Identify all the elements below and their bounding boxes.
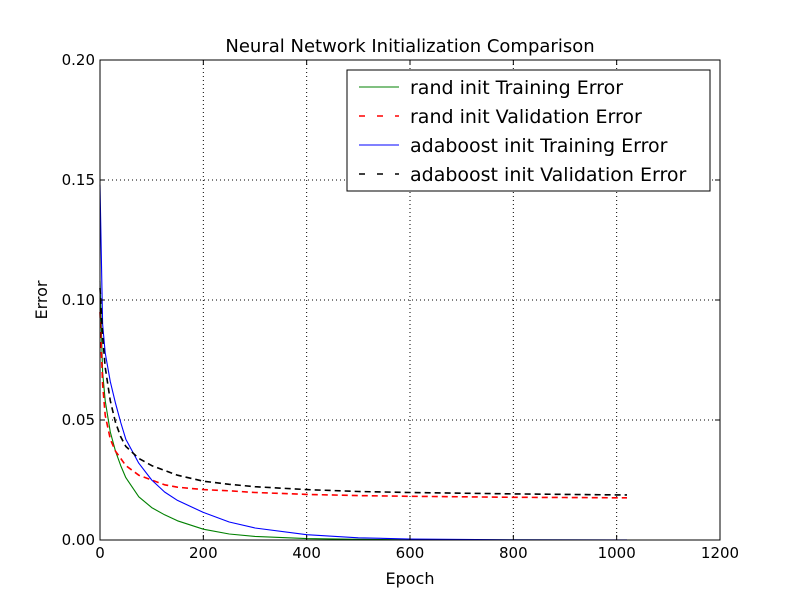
x-tick-label: 0: [95, 544, 105, 562]
y-axis-label: Error: [32, 280, 51, 319]
legend: rand init Training Error rand init Valida…: [346, 69, 711, 192]
legend-box: [346, 69, 711, 192]
x-tick-label: 600: [396, 544, 425, 562]
y-tick-label: 0.10: [62, 291, 95, 309]
legend-label: rand init Training Error: [410, 77, 623, 99]
y-tick-label: 0.05: [62, 411, 95, 429]
legend-label: rand init Validation Error: [410, 106, 642, 128]
legend-label: adaboost init Training Error: [410, 135, 668, 157]
y-tick-label: 0.20: [62, 51, 95, 69]
series-line-4: [99, 287, 627, 496]
legend-label: adaboost init Validation Error: [410, 164, 686, 186]
x-tick-label: 1200: [701, 544, 739, 562]
x-tick-label: 1000: [598, 544, 636, 562]
y-tick-label: 0.00: [62, 531, 95, 549]
series-line-3: [99, 184, 627, 541]
x-tick-label: 200: [189, 544, 218, 562]
x-tick-label: 400: [292, 544, 321, 562]
y-tick-label: 0.15: [62, 171, 95, 189]
series-line-2: [99, 311, 627, 499]
x-axis-label: Epoch: [386, 569, 435, 588]
chart-title: Neural Network Initialization Comparison: [225, 36, 594, 57]
x-tick-label: 800: [499, 544, 528, 562]
tick-layer: 0 200 400 600 800 1000 1200 0.00 0.05 0.10 0.15 0.2…: [62, 51, 740, 562]
